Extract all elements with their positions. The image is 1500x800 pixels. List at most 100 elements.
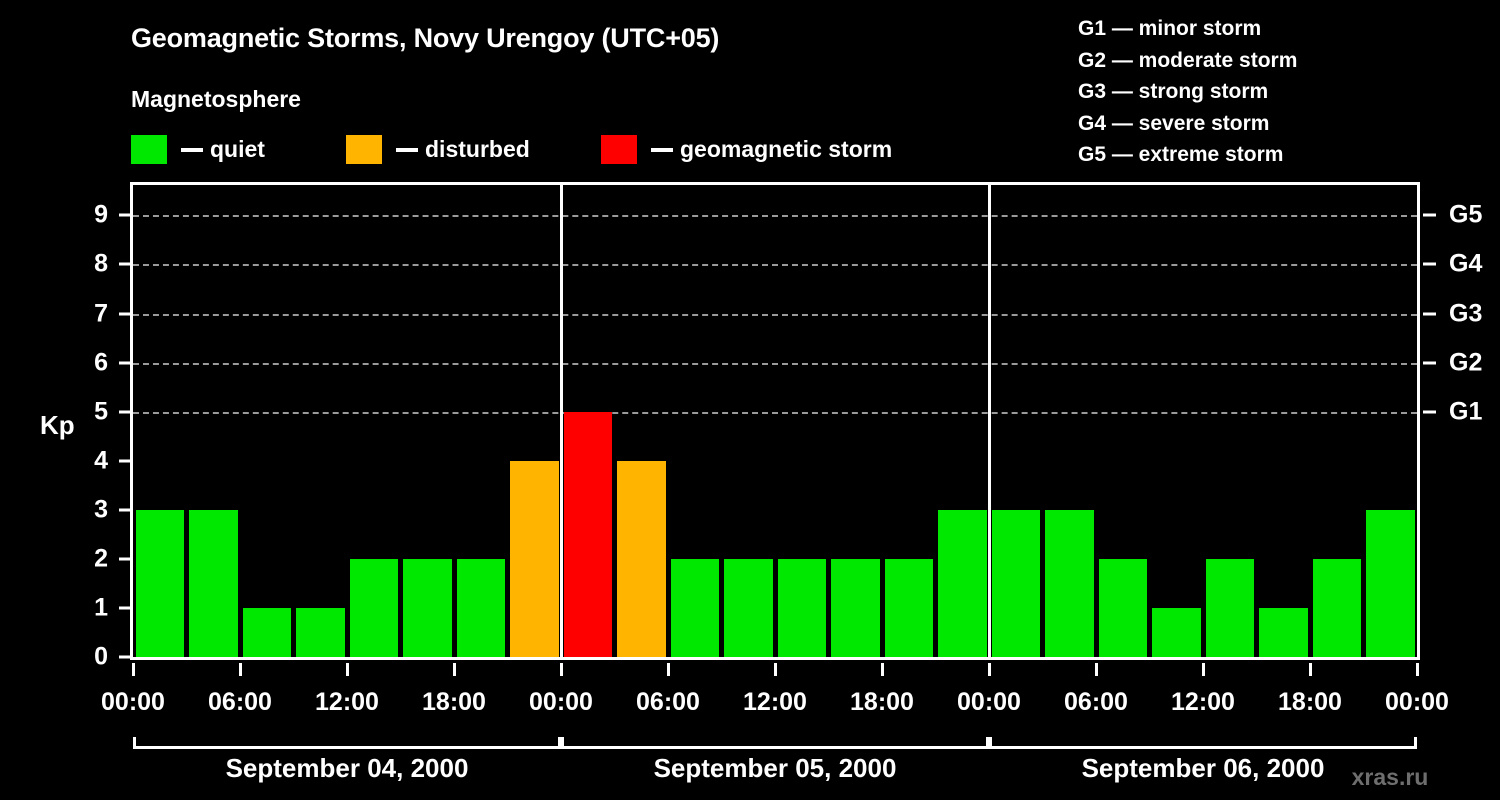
bar-kp-14 xyxy=(884,558,933,657)
legend-swatch-geomagnetic-storm xyxy=(601,135,637,164)
legend-label: geomagnetic storm xyxy=(680,136,893,162)
day-band-2 xyxy=(561,737,989,749)
y-tick-mark-0 xyxy=(119,655,130,659)
bar-kp-13 xyxy=(831,558,880,657)
x-tick-mark-0 xyxy=(131,663,135,676)
day-divider-1 xyxy=(559,185,563,657)
legend-item-disturbed: disturbed xyxy=(346,135,530,164)
legend-item-quiet: quiet xyxy=(131,135,265,164)
bar-kp-8 xyxy=(563,411,612,657)
x-tick-label-10: 12:00 xyxy=(1171,688,1235,716)
y-tick-label-6: 6 xyxy=(94,348,108,377)
x-tick-label-2: 12:00 xyxy=(315,688,379,716)
g-tick-mark-G1 xyxy=(1423,410,1436,414)
x-tick-mark-6 xyxy=(773,663,777,676)
bar-kp-19 xyxy=(1152,607,1201,657)
plot-area xyxy=(130,182,1420,660)
g-tick-label-G3: G3 xyxy=(1449,299,1483,328)
day-band-label-1: September 04, 2000 xyxy=(225,753,469,783)
y-tick-mark-8 xyxy=(119,262,130,266)
page-title: Geomagnetic Storms, Novy Urengoy (UTC+05… xyxy=(131,23,720,53)
x-tick-mark-7 xyxy=(880,663,884,676)
y-tick-label-8: 8 xyxy=(94,249,108,278)
x-tick-label-5: 06:00 xyxy=(636,688,700,716)
x-tick-label-4: 00:00 xyxy=(529,688,593,716)
y-tick-label-1: 1 xyxy=(94,593,108,622)
bar-kp-20 xyxy=(1205,558,1254,657)
g-scale-legend: G1 — minor storm G2 — moderate storm G3 — … xyxy=(1078,13,1297,171)
y-tick-mark-5 xyxy=(119,410,130,414)
bar-kp-15 xyxy=(938,509,987,657)
day-band-label-3: September 06, 2000 xyxy=(1081,753,1325,783)
x-tick-label-8: 00:00 xyxy=(957,688,1021,716)
legend-dash-icon xyxy=(396,147,418,152)
bar-kp-9 xyxy=(617,460,666,657)
bar-kp-3 xyxy=(296,607,345,657)
legend-dash-icon xyxy=(181,147,203,152)
legend-label: quiet xyxy=(210,136,265,162)
y-tick-label-3: 3 xyxy=(94,495,108,524)
x-tick-label-12: 00:00 xyxy=(1385,688,1449,716)
x-tick-mark-11 xyxy=(1308,663,1312,676)
x-tick-mark-4 xyxy=(559,663,563,676)
bar-kp-0 xyxy=(135,509,184,657)
day-band-3 xyxy=(989,737,1417,749)
x-tick-label-7: 18:00 xyxy=(850,688,914,716)
y-tick-label-0: 0 xyxy=(94,642,108,671)
bar-kp-11 xyxy=(724,558,773,657)
x-tick-mark-1 xyxy=(238,663,242,676)
bar-kp-18 xyxy=(1098,558,1147,657)
x-tick-mark-9 xyxy=(1094,663,1098,676)
g-scale-line-2: G2 — moderate storm xyxy=(1078,48,1298,72)
y-tick-label-4: 4 xyxy=(94,446,108,475)
gridline-kp-5 xyxy=(133,411,1417,414)
g-tick-mark-G4 xyxy=(1423,262,1436,266)
legend-dash-icon xyxy=(651,147,673,152)
bar-kp-10 xyxy=(670,558,719,657)
bar-kp-1 xyxy=(189,509,238,657)
day-band-1 xyxy=(133,737,561,749)
bar-kp-17 xyxy=(1045,509,1094,657)
x-tick-label-6: 12:00 xyxy=(743,688,807,716)
subsection-title: Magnetosphere xyxy=(131,86,301,112)
bar-kp-23 xyxy=(1366,509,1415,657)
y-tick-mark-9 xyxy=(119,213,130,217)
g-scale-line-1: G1 — minor storm xyxy=(1078,17,1262,40)
x-tick-label-3: 18:00 xyxy=(422,688,486,716)
y-tick-label-5: 5 xyxy=(94,397,108,426)
g-scale-line-3: G3 — strong storm xyxy=(1078,80,1269,103)
g-tick-mark-G2 xyxy=(1423,361,1436,365)
y-tick-mark-6 xyxy=(119,361,130,365)
bar-kp-21 xyxy=(1259,607,1308,657)
x-tick-mark-12 xyxy=(1415,663,1419,676)
g-tick-mark-G5 xyxy=(1423,213,1436,217)
g-tick-label-G2: G2 xyxy=(1449,348,1483,377)
g-scale-line-5: G5 — extreme storm xyxy=(1078,143,1284,166)
x-tick-label-9: 06:00 xyxy=(1064,688,1128,716)
gridline-kp-8 xyxy=(133,264,1417,267)
y-tick-mark-4 xyxy=(119,459,130,463)
day-divider-2 xyxy=(987,185,991,657)
bar-kp-22 xyxy=(1312,558,1361,657)
x-tick-mark-2 xyxy=(345,663,349,676)
y-tick-label-9: 9 xyxy=(94,200,108,229)
g-tick-mark-G3 xyxy=(1423,312,1436,316)
y-tick-mark-7 xyxy=(119,312,130,316)
day-band-label-2: September 05, 2000 xyxy=(653,753,897,783)
x-tick-mark-10 xyxy=(1201,663,1205,676)
x-tick-label-0: 00:00 xyxy=(101,688,165,716)
bar-kp-2 xyxy=(242,607,291,657)
bar-kp-16 xyxy=(991,509,1040,657)
bar-kp-4 xyxy=(349,558,398,657)
legend-label: disturbed xyxy=(425,136,530,162)
y-tick-label-2: 2 xyxy=(94,544,108,573)
y-tick-label-7: 7 xyxy=(94,299,108,328)
g-scale-line-4: G4 — severe storm xyxy=(1078,111,1270,135)
legend-item-geomagnetic-storm: geomagnetic storm xyxy=(601,135,892,164)
x-tick-mark-3 xyxy=(452,663,456,676)
legend-swatch-quiet xyxy=(131,135,167,164)
y-tick-mark-1 xyxy=(119,606,130,610)
y-tick-mark-3 xyxy=(119,508,130,512)
bar-kp-5 xyxy=(403,558,452,657)
gridline-kp-6 xyxy=(133,362,1417,365)
